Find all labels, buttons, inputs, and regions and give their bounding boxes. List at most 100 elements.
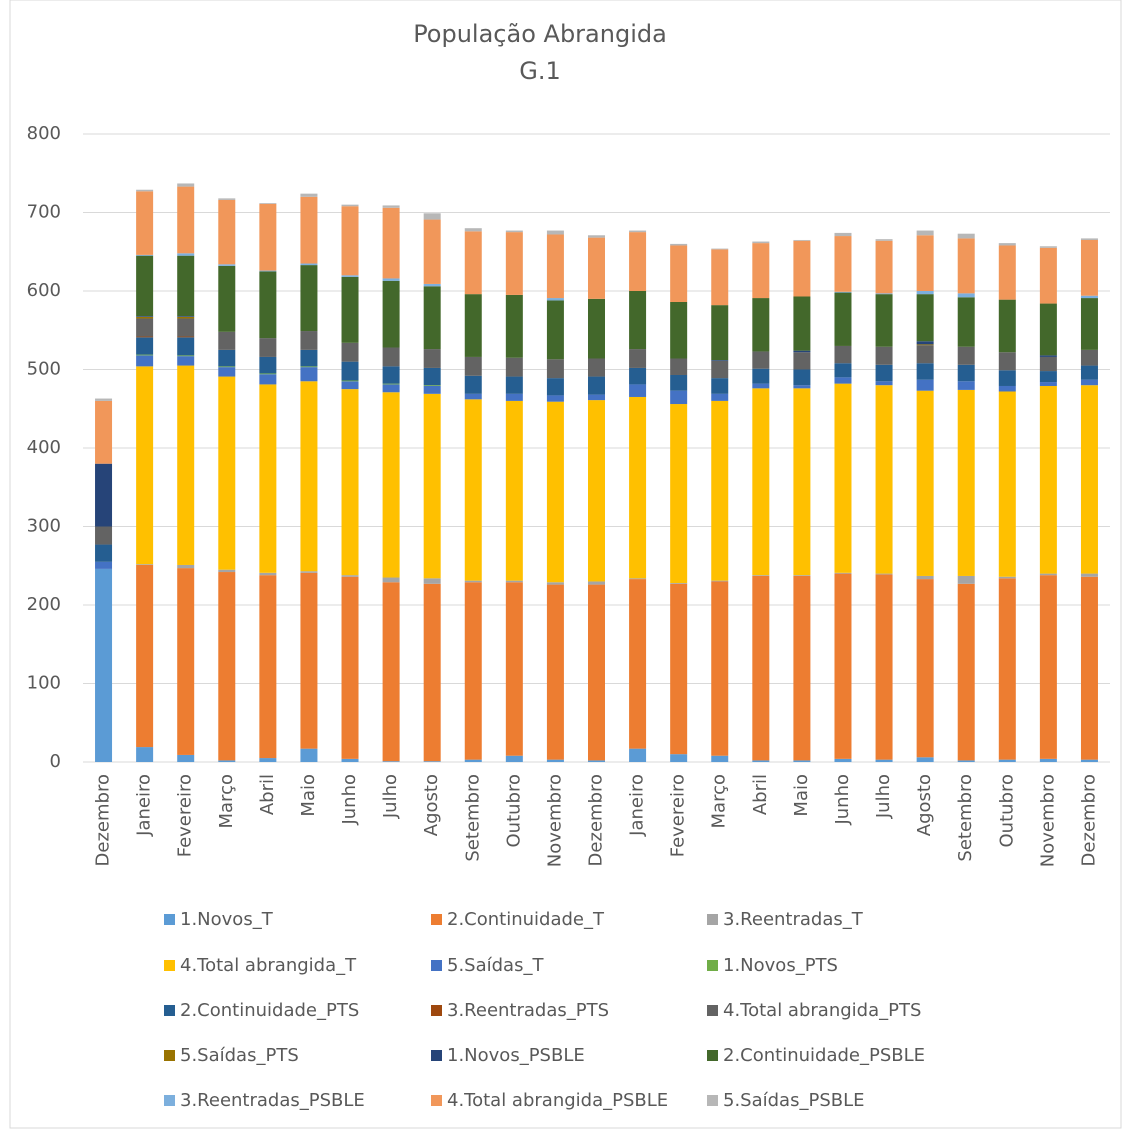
- legend-label: 4.Total abrangida_PTS: [723, 1000, 921, 1021]
- bar-segment: [629, 367, 647, 385]
- bar-segment: [136, 189, 154, 192]
- bar-segment: [629, 578, 647, 580]
- bar-segment: [629, 291, 647, 350]
- bar-segment: [136, 316, 154, 319]
- bar-segment: [382, 207, 400, 279]
- chart-title: População Abrangida: [413, 20, 667, 48]
- bar-segment: [423, 286, 441, 350]
- x-tick-label: Setembro: [955, 774, 976, 862]
- bar-segment: [834, 572, 852, 574]
- bar-segment: [95, 561, 113, 569]
- bar-segment: [752, 575, 770, 576]
- bar-segment: [423, 283, 441, 287]
- x-tick-label: Dezembro: [586, 774, 607, 866]
- bar-segment: [875, 293, 893, 295]
- bar-segment: [957, 364, 975, 382]
- bar-segment: [793, 352, 811, 370]
- bar-segment: [588, 376, 605, 395]
- chart-subtitle: G.1: [519, 57, 561, 85]
- bar-segment: [752, 383, 770, 389]
- bar-segment: [670, 243, 688, 246]
- bar-segment: [218, 199, 236, 265]
- bar-segment: [341, 204, 359, 207]
- bar-segment: [259, 356, 277, 374]
- legend-label: 1.Novos_PTS: [723, 955, 838, 976]
- x-tick-label: Abril: [257, 774, 278, 815]
- legend-swatch: [707, 1005, 718, 1016]
- bar-segment: [998, 243, 1016, 246]
- x-tick-label: Junho: [339, 774, 360, 826]
- bar-segment: [998, 578, 1016, 760]
- bar-segment: [136, 354, 154, 356]
- legend-swatch: [707, 1050, 718, 1061]
- bar-segment: [259, 758, 277, 762]
- bar-segment: [546, 395, 564, 402]
- bar-segment: [711, 360, 729, 361]
- legend-swatch: [431, 960, 442, 971]
- bar-segment: [300, 366, 318, 368]
- x-tick-label: Junho: [832, 774, 853, 826]
- bar-segment: [300, 263, 318, 266]
- bar-segment: [300, 571, 318, 573]
- legend-swatch: [164, 914, 175, 925]
- bar-segment: [1039, 246, 1057, 248]
- bar-segment: [177, 365, 195, 565]
- bar-segment: [588, 298, 605, 359]
- bar-segment: [1039, 303, 1057, 356]
- bar-segment: [382, 347, 400, 367]
- bar-segment: [423, 213, 441, 220]
- bar-segment: [670, 245, 688, 302]
- bar-segment: [752, 241, 770, 244]
- bar-segment: [629, 349, 647, 368]
- bar-segment: [916, 341, 934, 345]
- bar-segment: [1039, 385, 1057, 574]
- x-tick-label: Março: [709, 774, 730, 828]
- bar-segment: [259, 572, 277, 576]
- bar-segment: [957, 583, 975, 761]
- bar-segment: [95, 526, 113, 545]
- bar-segment: [95, 544, 113, 562]
- bar-segment: [341, 275, 359, 277]
- bar-segment: [382, 205, 400, 208]
- bar-segment: [423, 385, 441, 394]
- bar-segment: [834, 383, 852, 573]
- bar-segment: [341, 206, 359, 276]
- bar-segment: [793, 575, 811, 761]
- legend-label: 1.Novos_T: [180, 909, 274, 930]
- chart-frame: [9, 0, 1122, 1129]
- bar-segment: [505, 400, 523, 581]
- bar-segment: [670, 374, 688, 391]
- bar-segment: [136, 337, 154, 355]
- bar-segment: [177, 186, 195, 254]
- bar-segment: [670, 754, 688, 762]
- bar-segment: [177, 336, 195, 338]
- bar-segment: [136, 318, 154, 337]
- bar-segment: [998, 576, 1016, 579]
- bar-segment: [1039, 758, 1057, 762]
- y-tick-label: 500: [27, 359, 61, 380]
- bar-segment: [546, 298, 564, 301]
- bar-segment: [382, 278, 400, 281]
- legend-label: 1.Novos_PSBLE: [447, 1045, 585, 1066]
- x-tick-label: Outubro: [503, 774, 524, 848]
- legend-label: 3.Reentradas_PTS: [447, 1000, 609, 1021]
- bar-segment: [875, 574, 893, 760]
- bar-segment: [588, 358, 605, 377]
- bar-segment: [505, 376, 523, 394]
- bar-segment: [588, 584, 605, 761]
- bar-segment: [834, 345, 852, 364]
- bar-segment: [136, 355, 154, 367]
- bar-segment: [711, 581, 729, 756]
- bar-segment: [957, 389, 975, 576]
- x-tick-label: Fevereiro: [668, 774, 689, 857]
- bar-segment: [588, 400, 605, 582]
- bar-segment: [957, 297, 975, 347]
- bar-segment: [752, 243, 770, 299]
- bar-segment: [300, 381, 318, 572]
- bar-segment: [711, 378, 729, 394]
- bar-segment: [300, 331, 318, 350]
- bar-segment: [382, 366, 400, 384]
- bar-segment: [916, 235, 934, 291]
- bar-segment: [546, 759, 564, 762]
- bar-segment: [875, 364, 893, 382]
